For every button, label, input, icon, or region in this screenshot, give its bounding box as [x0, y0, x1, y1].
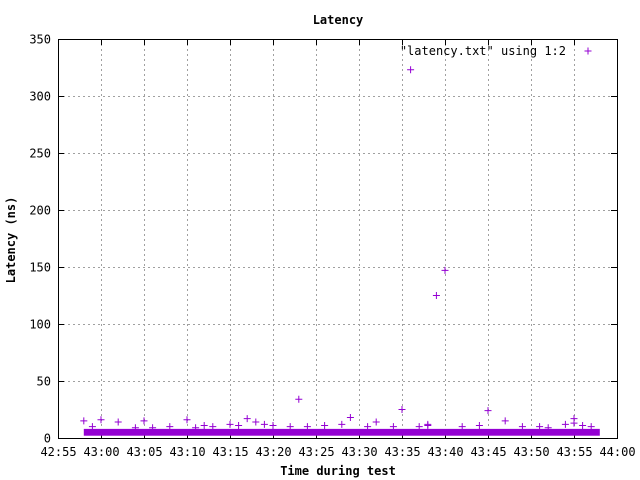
x-axis-label: Time during test — [280, 464, 396, 478]
data-point — [140, 417, 148, 425]
data-point — [226, 420, 234, 428]
data-point — [286, 423, 294, 431]
legend-plus-marker — [584, 47, 592, 55]
data-point — [88, 423, 96, 431]
y-tick-label: 250 — [29, 147, 51, 161]
data-point — [561, 420, 569, 428]
data-point — [415, 423, 423, 431]
data-point — [252, 418, 260, 426]
x-tick-label: 43:50 — [513, 445, 549, 459]
data-point — [269, 421, 277, 429]
data-point — [587, 423, 595, 431]
data-point — [295, 395, 303, 403]
data-point — [166, 423, 174, 431]
data-points — [80, 66, 595, 432]
data-point — [243, 415, 251, 423]
data-point — [80, 417, 88, 425]
data-point — [321, 421, 329, 429]
data-point — [458, 423, 466, 431]
x-tick-label: 43:40 — [427, 445, 463, 459]
data-point — [346, 413, 354, 421]
data-point — [407, 66, 415, 74]
data-point — [372, 418, 380, 426]
axis-ticks: 42:55 43:00 43:05 43:10 43:15 43:20 43:25 43:30… — [29, 33, 635, 460]
data-point — [579, 421, 587, 429]
y-axis-label: Latency (ns) — [4, 197, 18, 284]
x-tick-label: 43:55 — [556, 445, 592, 459]
data-point — [200, 421, 208, 429]
x-tick-label: 43:05 — [126, 445, 162, 459]
data-point — [501, 417, 509, 425]
data-point — [570, 419, 578, 427]
y-tick-label: 100 — [29, 318, 51, 332]
data-point — [424, 420, 432, 428]
data-point — [192, 424, 200, 432]
data-point — [149, 424, 157, 432]
data-point — [398, 406, 406, 413]
x-tick-label: 43:10 — [169, 445, 205, 459]
data-point — [97, 416, 105, 424]
legend-entry-marker — [584, 47, 592, 55]
y-tick-label: 0 — [44, 432, 51, 446]
data-point — [484, 407, 492, 415]
data-point — [183, 416, 191, 424]
data-point — [338, 420, 346, 428]
x-tick-label: 44:00 — [599, 445, 635, 459]
x-tick-label: 43:35 — [384, 445, 420, 459]
y-tick-label: 150 — [29, 261, 51, 275]
data-point — [364, 423, 372, 431]
legend: "latency.txt" using 1:2 — [400, 44, 592, 58]
baseline-band-fill — [83, 428, 600, 436]
data-point — [544, 424, 552, 432]
data-point — [475, 421, 483, 429]
data-point — [432, 292, 440, 299]
data-point — [260, 420, 268, 428]
legend-entry-label: "latency.txt" using 1:2 — [400, 44, 566, 58]
x-tick-label: 43:45 — [470, 445, 506, 459]
data-point — [209, 423, 217, 431]
grid — [58, 39, 617, 438]
data-point — [131, 424, 139, 432]
plot-frame — [58, 39, 618, 439]
data-point — [389, 423, 397, 431]
data-point — [536, 423, 544, 431]
baseline-band — [83, 428, 600, 436]
data-point — [518, 423, 526, 431]
y-tick-label: 350 — [29, 33, 51, 47]
chart-title: Latency — [313, 13, 364, 27]
x-tick-label: 43:20 — [255, 445, 291, 459]
y-tick-label: 50 — [37, 375, 51, 389]
data-point — [235, 421, 243, 429]
x-tick-label: 43:25 — [298, 445, 334, 459]
data-point — [114, 418, 122, 426]
x-tick-label: 43:30 — [341, 445, 377, 459]
y-tick-label: 300 — [29, 90, 51, 104]
data-point — [303, 423, 311, 431]
x-tick-label: 43:00 — [83, 445, 119, 459]
y-tick-label: 200 — [29, 204, 51, 218]
data-point — [441, 266, 449, 274]
x-tick-label: 42:55 — [40, 445, 76, 459]
x-tick-label: 43:15 — [212, 445, 248, 459]
